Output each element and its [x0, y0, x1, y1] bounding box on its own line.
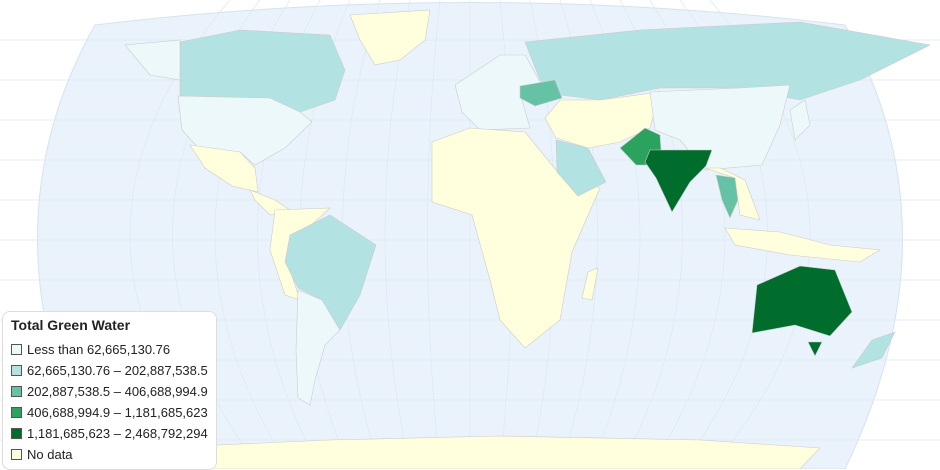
legend-label: 62,665,130.76 – 202,887,538.5: [27, 363, 208, 378]
legend-item: 1,181,685,623 – 2,468,792,294: [7, 423, 208, 444]
meridian-line: [427, 0, 441, 469]
legend-swatch: [11, 407, 22, 418]
legend-label: Less than 62,665,130.76: [27, 342, 171, 357]
country-argentina[interactable]: [295, 289, 341, 406]
legend-swatch: [11, 365, 22, 376]
country-europe[interactable]: [454, 54, 541, 131]
country-alaska[interactable]: [124, 39, 181, 81]
legend-label: No data: [27, 447, 73, 462]
country-antarctica[interactable]: [149, 435, 821, 469]
legend-label: 406,688,994.9 – 1,181,685,623: [27, 405, 208, 420]
legend-label: 202,887,538.5 – 406,688,994.9: [27, 384, 208, 399]
countries: [124, 9, 931, 469]
legend-swatch: [11, 344, 22, 355]
legend: Total Green Water Less than 62,665,130.7…: [2, 311, 217, 470]
legend-item: 406,688,994.9 – 1,181,685,623: [7, 402, 208, 423]
legend-item: 202,887,538.5 – 406,688,994.9: [7, 381, 208, 402]
country-japan[interactable]: [789, 99, 811, 141]
legend-swatch: [11, 449, 22, 460]
country-greenland[interactable]: [349, 9, 431, 66]
country-madagascar[interactable]: [581, 267, 599, 301]
meridian-line: [384, 0, 411, 469]
country-indonesia[interactable]: [724, 227, 881, 263]
country-mexico[interactable]: [189, 144, 259, 193]
country-australia[interactable]: [751, 265, 853, 337]
legend-items: Less than 62,665,130.76 62,665,130.76 – 2…: [7, 339, 208, 465]
legend-label: 1,181,685,623 – 2,468,792,294: [27, 426, 208, 441]
country-new-zealand[interactable]: [851, 331, 896, 369]
country-india[interactable]: [644, 149, 713, 213]
country-southeast-asia[interactable]: [704, 167, 761, 221]
country-south-america-north[interactable]: [269, 207, 331, 301]
country-ukraine[interactable]: [519, 79, 563, 107]
legend-item: 62,665,130.76 – 202,887,538.5: [7, 360, 208, 381]
country-china[interactable]: [649, 84, 791, 171]
country-tasmania[interactable]: [807, 341, 823, 357]
country-middle-east[interactable]: [544, 91, 661, 149]
legend-title: Total Green Water: [11, 317, 131, 333]
country-saudi-arabia[interactable]: [555, 139, 607, 197]
legend-swatch: [11, 386, 22, 397]
country-africa[interactable]: [431, 127, 601, 349]
legend-swatch: [11, 428, 22, 439]
legend-item: No data: [7, 444, 208, 465]
legend-item: Less than 62,665,130.76: [7, 339, 208, 360]
